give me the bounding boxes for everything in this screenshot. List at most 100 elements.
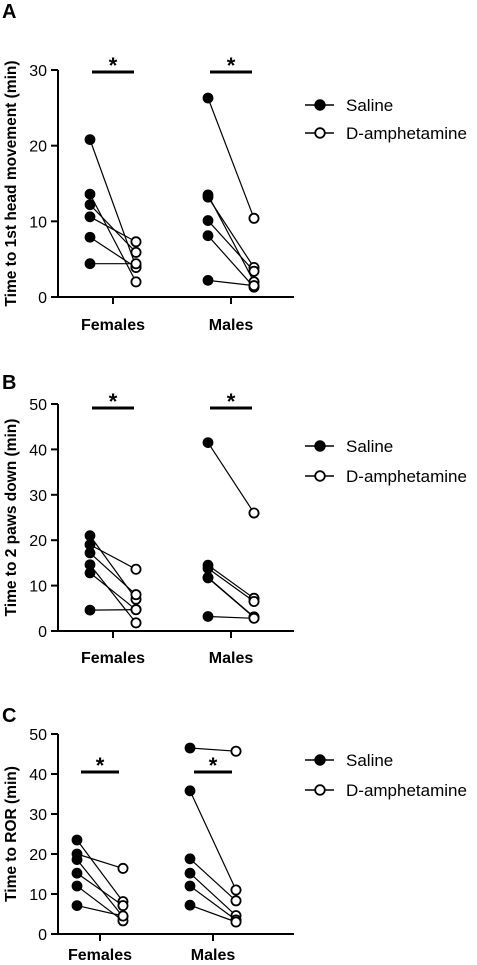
saline-point [202, 437, 214, 448]
significance-star: * [96, 753, 105, 778]
saline-point [184, 880, 196, 892]
saline-point [84, 188, 96, 200]
legend-filled-marker [314, 440, 326, 452]
y-tick-label: 0 [38, 290, 47, 307]
panel-a: A 0 10 20 30 Time to 1st head movement (min) F… [2, 1, 467, 334]
saline-point [184, 785, 196, 797]
legend-label: D-amphetamine [346, 124, 467, 143]
saline-point [84, 134, 96, 146]
legend-filled-marker [314, 754, 326, 766]
amphetamine-point [130, 258, 142, 270]
legend-label: Saline [346, 751, 393, 770]
pair-line [89, 564, 137, 624]
x-tick-label: Females [68, 947, 132, 964]
amphetamine-point [248, 612, 260, 624]
legend-label: Saline [346, 437, 393, 456]
amphetamine-point [248, 595, 260, 607]
pair-line [89, 572, 137, 611]
amphetamine-point [130, 604, 142, 616]
pair-line [207, 97, 255, 219]
pair-line [207, 567, 255, 602]
saline-point [71, 867, 83, 879]
y-axis-label: Time to ROR (min) [3, 766, 20, 902]
y-tick-label: 20 [29, 533, 47, 550]
x-tick-label: Males [209, 317, 254, 334]
y-tick-label: 0 [38, 927, 47, 944]
saline-point [84, 567, 96, 579]
y-tick-label: 30 [29, 807, 47, 824]
amphetamine-point [130, 246, 142, 258]
y-axis-label: Time to 1st head movement (min) [3, 60, 20, 306]
amphetamine-point [117, 910, 129, 922]
pair-line [189, 790, 237, 891]
saline-point [71, 880, 83, 892]
amphetamine-point [230, 884, 242, 896]
saline-point [202, 215, 214, 226]
pair-line [89, 535, 137, 600]
x-tick-label: Males [191, 947, 236, 964]
saline-point [71, 834, 83, 846]
significance-marker: * [194, 753, 232, 778]
pair-line [89, 204, 137, 253]
x-tick-label: Females [81, 650, 145, 667]
pair-line [207, 564, 255, 599]
legend: Saline D-amphetamine [305, 751, 467, 800]
pair-line [89, 552, 137, 596]
pair-line [207, 235, 255, 288]
pair-line [207, 220, 255, 272]
saline-point [84, 604, 96, 616]
saline-point [202, 611, 214, 622]
y-tick-label: 40 [29, 442, 47, 459]
significance-star: * [109, 389, 118, 414]
pair-line [89, 544, 137, 570]
saline-point [202, 92, 214, 104]
y-tick-label: 50 [29, 397, 47, 414]
pair-line [76, 859, 124, 918]
significance-marker: * [210, 53, 252, 78]
saline-point [202, 274, 214, 286]
significance-star: * [109, 53, 118, 78]
legend-open-marker [314, 784, 326, 796]
pair-line [76, 885, 124, 922]
saline-point [184, 899, 196, 911]
y-tick-label: 20 [29, 847, 47, 864]
pair-line [89, 216, 137, 243]
y-tick-label: 20 [29, 139, 47, 156]
pair-line [207, 577, 255, 618]
y-tick-label: 0 [38, 624, 47, 641]
pair-line [89, 139, 137, 267]
significance-marker: * [81, 753, 119, 778]
amphetamine-point [130, 589, 142, 601]
saline-point [84, 530, 96, 542]
significance-marker: * [92, 389, 134, 414]
pair-line [89, 193, 137, 283]
saline-point [71, 854, 83, 865]
y-tick-label: 10 [29, 579, 47, 596]
y-tick-label: 30 [29, 63, 47, 80]
y-axis-label: Time to 2 paws down (min) [3, 419, 20, 617]
saline-point [184, 867, 196, 879]
pair-line [189, 858, 237, 902]
legend-label: D-amphetamine [346, 781, 467, 800]
amphetamine-point [248, 507, 260, 519]
significance-marker: * [210, 389, 252, 414]
amphetamine-point [248, 265, 260, 277]
saline-point [184, 742, 196, 754]
amphetamine-point [230, 745, 242, 757]
saline-point [202, 562, 214, 574]
amphetamine-point [248, 212, 260, 224]
significance-star: * [209, 753, 218, 778]
legend-label: D-amphetamine [346, 467, 467, 486]
panel-b: B 0 10 20 30 40 50 Time to 2 paws down (min) Fem… [2, 372, 467, 667]
saline-point [84, 199, 96, 211]
legend: Saline D-amphetamine [305, 437, 467, 486]
pair-line [207, 442, 255, 514]
saline-point [84, 211, 96, 223]
pair-line [207, 615, 255, 619]
saline-point [84, 547, 96, 559]
saline-point [202, 191, 214, 203]
amphetamine-point [130, 276, 142, 288]
legend: Saline D-amphetamine [305, 96, 467, 143]
pair-line [76, 839, 124, 902]
saline-point [202, 572, 214, 584]
